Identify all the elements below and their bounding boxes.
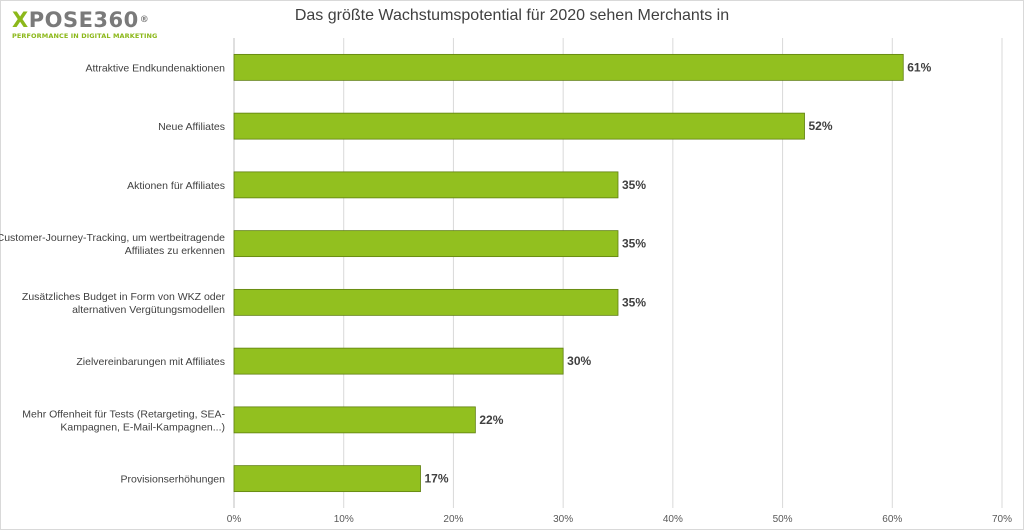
x-tick-label: 10% (334, 514, 354, 525)
data-label: 52% (809, 119, 833, 133)
category-label: Mehr Offenheit für Tests (Retargeting, S… (22, 408, 225, 420)
x-tick-label: 20% (443, 514, 463, 525)
category-label: alternativen Vergütungsmodellen (72, 304, 225, 316)
logo-x: X (12, 8, 29, 32)
bar (233, 230, 619, 258)
x-tick-label: 50% (773, 514, 793, 525)
x-tick-label: 60% (882, 514, 902, 525)
data-label: 17% (425, 472, 449, 486)
bar (233, 288, 619, 316)
data-label: 30% (567, 354, 591, 368)
data-label: 35% (622, 178, 646, 192)
category-label: Neue Affiliates (158, 121, 225, 133)
logo-wordmark: XPOSE360® (12, 9, 157, 31)
bar (233, 171, 619, 199)
x-tick-label: 0% (227, 514, 242, 525)
bar (233, 112, 805, 140)
x-tick-label: 70% (992, 514, 1012, 525)
bar (233, 465, 421, 493)
category-label: Attraktive Endkundenaktionen (85, 62, 225, 74)
category-label: Zielvereinbarungen mit Affiliates (76, 356, 225, 368)
data-label: 22% (479, 413, 503, 427)
bar (233, 53, 904, 81)
logo-rest: POSE360 (28, 8, 139, 32)
x-tick-label: 30% (553, 514, 573, 525)
category-label: Affiliates zu erkennen (125, 245, 225, 257)
category-label: Kampagnen, E-Mail-Kampagnen...) (60, 421, 225, 433)
category-label: Zusätzliches Budget in Form von WKZ oder (22, 291, 226, 303)
category-label: Aktionen für Affiliates (127, 180, 225, 192)
data-label: 35% (622, 237, 646, 251)
chart-title: Das größte Wachstumspotential für 2020 s… (294, 7, 730, 24)
data-label: 35% (622, 295, 646, 309)
data-label: 61% (907, 60, 931, 74)
category-label: Customer-Journey-Tracking, um wertbeitra… (0, 232, 225, 244)
logo-registered-mark: ® (139, 15, 150, 25)
brand-logo: XPOSE360® PERFORMANCE IN DIGITAL MARKETI… (12, 9, 157, 40)
bar (233, 406, 476, 434)
x-tick-label: 40% (663, 514, 683, 525)
category-label: Provisionserhöhungen (121, 474, 226, 486)
logo-tagline: PERFORMANCE IN DIGITAL MARKETING (12, 32, 158, 40)
bar (233, 347, 564, 375)
